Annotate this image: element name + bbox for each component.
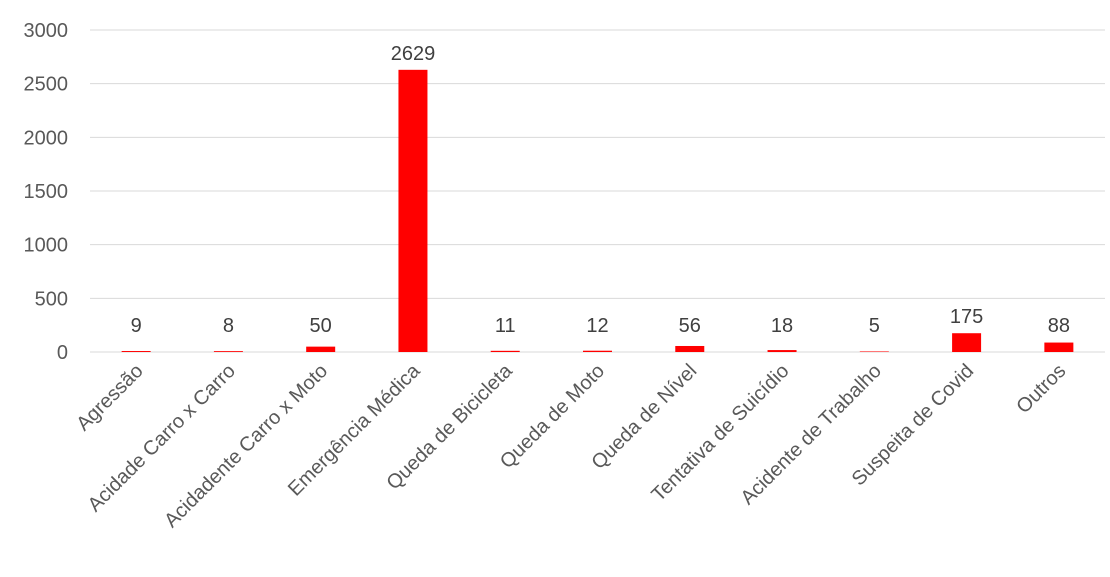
data-label: 2629 [391, 43, 436, 65]
y-tick-label: 1000 [24, 235, 69, 257]
bar [121, 351, 151, 352]
data-label: 5 [869, 315, 880, 337]
bar [490, 350, 520, 352]
data-label: 8 [223, 315, 234, 337]
data-label: 56 [679, 315, 701, 337]
gridlines [90, 29, 1105, 353]
y-tick-label: 1500 [24, 181, 69, 203]
y-axis-tick-labels: 0 500 1000 1500 2000 2500 3000 [24, 20, 69, 364]
bar [213, 351, 243, 352]
data-label: 9 [131, 315, 142, 337]
data-label: 175 [950, 306, 983, 328]
data-labels: 9 8 50 2629 11 12 56 18 5 175 88 [131, 43, 1070, 337]
data-label: 50 [310, 315, 332, 337]
data-label: 11 [495, 315, 516, 337]
data-label: 18 [771, 315, 793, 337]
data-label: 88 [1048, 315, 1070, 337]
bar [583, 350, 612, 352]
bar [306, 346, 336, 352]
data-label: 12 [586, 315, 608, 337]
y-tick-label: 0 [57, 342, 68, 364]
bar [952, 333, 982, 352]
bar [1044, 342, 1074, 352]
bar [767, 350, 797, 352]
y-tick-label: 2000 [24, 127, 69, 149]
y-tick-label: 500 [35, 288, 68, 310]
bar [675, 345, 705, 352]
y-tick-label: 2500 [24, 74, 69, 96]
x-category-label: Acidade Carro x Carro [84, 360, 240, 516]
bars [121, 69, 1074, 352]
bar [398, 69, 428, 352]
x-category-label: Agressão [72, 360, 147, 435]
x-category-label: Acidadente Carro x Moto [160, 360, 332, 532]
x-category-label: Outros [1012, 360, 1070, 418]
bar [859, 351, 889, 352]
y-tick-label: 3000 [24, 20, 69, 42]
